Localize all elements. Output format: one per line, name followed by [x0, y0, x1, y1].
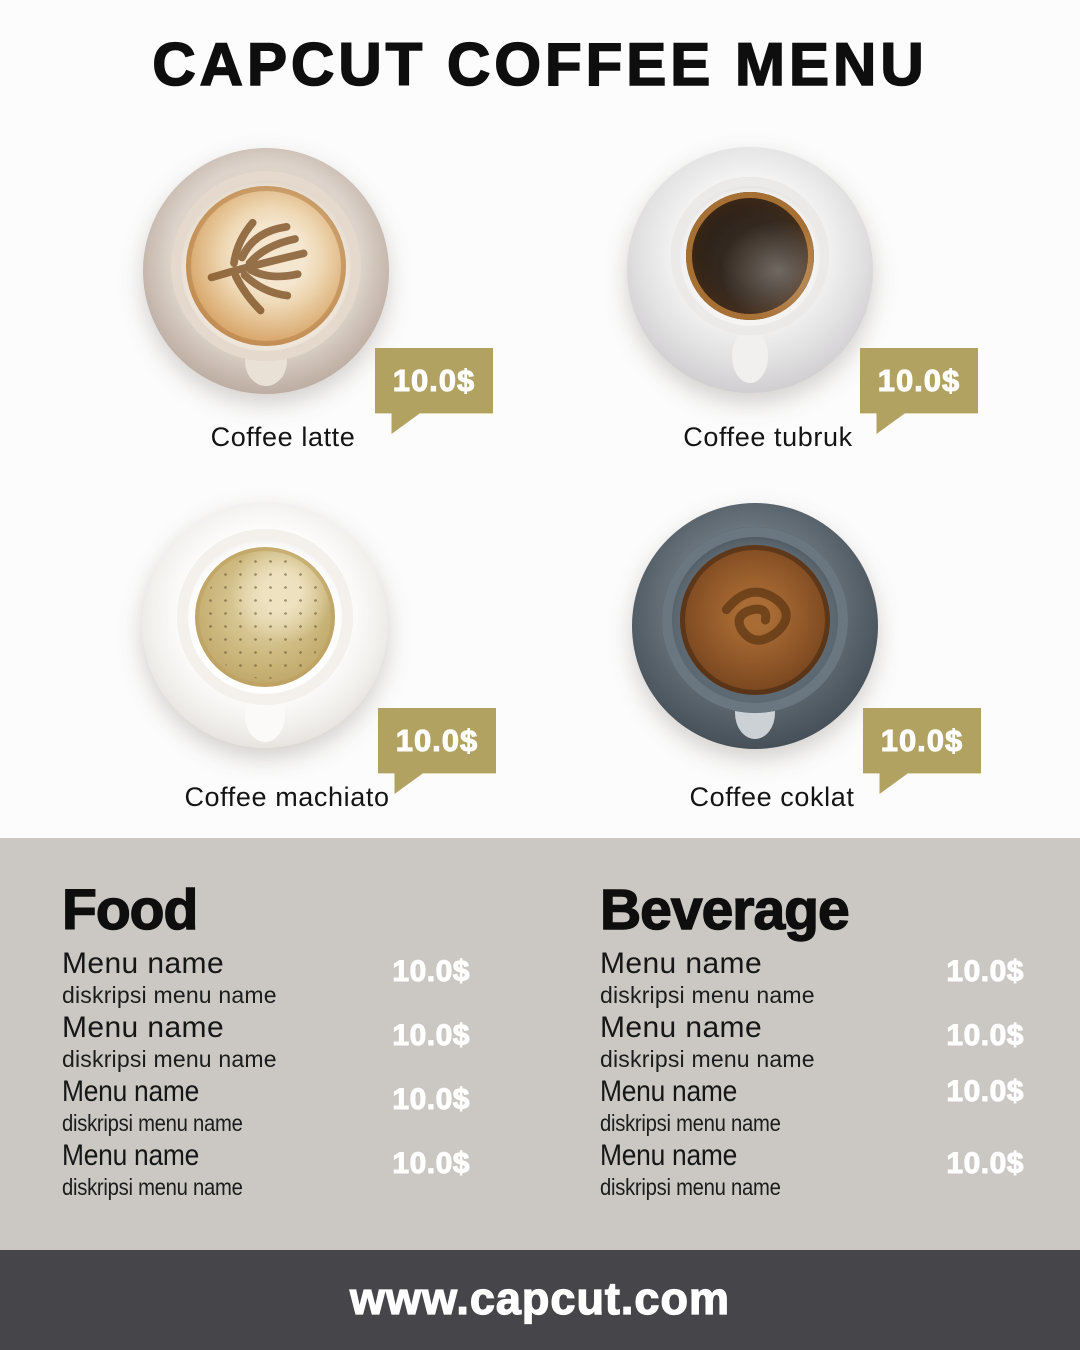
- section-heading-beverage: Beverage: [599, 878, 850, 942]
- product-image-coffee-latte: [143, 148, 389, 394]
- menu-item-row: Menu name diskripsi menu name 10.0$: [62, 1075, 470, 1137]
- price-label: 10.0$: [880, 723, 964, 759]
- price-tag-bubble: 10.0$: [378, 708, 496, 794]
- menu-item-name: Menu name: [600, 1075, 738, 1108]
- product-name: Coffee tubruk: [683, 422, 853, 452]
- menu-item-row: Menu name diskripsi menu name 10.0$: [62, 1011, 470, 1073]
- menu-item-name: Menu name: [62, 947, 225, 980]
- menu-column-food: Food Menu name diskripsi menu name 10.0$…: [61, 878, 470, 1203]
- menu-item-description: diskripsi menu name: [62, 982, 277, 1008]
- coffee-surface: [195, 547, 335, 687]
- coffee-surface: [686, 192, 814, 320]
- menu-item-price: 10.0$: [946, 1147, 1024, 1181]
- menu-item-description: diskripsi menu name: [600, 1110, 781, 1136]
- product-name: Coffee coklat: [689, 782, 855, 812]
- menu-item-name: Menu name: [62, 1011, 225, 1044]
- menu-item-row: Menu name diskripsi menu name 10.0$: [600, 1011, 1024, 1073]
- coffee-swirl-icon: [721, 587, 791, 645]
- menu-item-row: Menu name diskripsi menu name 10.0$: [600, 1075, 1024, 1137]
- product-image-coffee-coklat: [632, 503, 878, 749]
- cup-handle: [732, 329, 768, 383]
- menu-item-row: Menu name diskripsi menu name 10.0$: [600, 1139, 1024, 1201]
- menu-item-price: 10.0$: [392, 1019, 470, 1053]
- price-label: 10.0$: [877, 363, 961, 399]
- product-image-coffee-machiato: [142, 502, 388, 748]
- menu-item-description: diskripsi menu name: [62, 1046, 277, 1072]
- price-label: 10.0$: [395, 723, 479, 759]
- menu-item-name: Menu name: [600, 1011, 763, 1044]
- menu-item-name: Menu name: [62, 1075, 200, 1108]
- price-tag-bubble: 10.0$: [375, 348, 493, 434]
- website-url: www.capcut.com: [349, 1272, 730, 1324]
- menu-item-price: 10.0$: [946, 955, 1024, 989]
- menu-item-price: 10.0$: [392, 1083, 470, 1117]
- product-image-coffee-tubruk: [627, 147, 873, 393]
- menu-item-row: Menu name diskripsi menu name 10.0$: [62, 947, 470, 1009]
- menu-item-price: 10.0$: [392, 1147, 470, 1181]
- menu-band: Food Menu name diskripsi menu name 10.0$…: [0, 838, 1080, 1250]
- latte-art-fern-icon: [207, 218, 308, 315]
- coffee-surface: [680, 545, 830, 695]
- menu-item-description: diskripsi menu name: [600, 982, 815, 1008]
- menu-item-row: Menu name diskripsi menu name 10.0$: [600, 947, 1024, 1009]
- price-tag-bubble: 10.0$: [860, 348, 978, 434]
- product-name: Coffee latte: [210, 422, 356, 452]
- price-label: 10.0$: [392, 363, 476, 399]
- menu-item-price: 10.0$: [946, 1019, 1024, 1053]
- section-heading-food: Food: [61, 878, 199, 942]
- price-tag-bubble: 10.0$: [863, 708, 981, 794]
- menu-item-name: Menu name: [600, 947, 763, 980]
- menu-item-row: Menu name diskripsi menu name 10.0$: [62, 1139, 470, 1201]
- menu-item-price: 10.0$: [946, 1075, 1024, 1109]
- footer-bar: www.capcut.com: [0, 1250, 1080, 1350]
- page-title: CAPCUT COFFEE MENU: [152, 30, 928, 99]
- menu-column-beverage: Beverage Menu name diskripsi menu name 1…: [599, 878, 1024, 1203]
- menu-item-description: diskripsi menu name: [62, 1174, 243, 1200]
- menu-item-price: 10.0$: [392, 955, 470, 989]
- menu-item-description: diskripsi menu name: [600, 1174, 781, 1200]
- product-name: Coffee machiato: [184, 782, 390, 812]
- menu-item-name: Menu name: [600, 1139, 738, 1172]
- menu-item-name: Menu name: [62, 1139, 200, 1172]
- menu-item-description: diskripsi menu name: [62, 1110, 243, 1136]
- menu-item-description: diskripsi menu name: [600, 1046, 815, 1072]
